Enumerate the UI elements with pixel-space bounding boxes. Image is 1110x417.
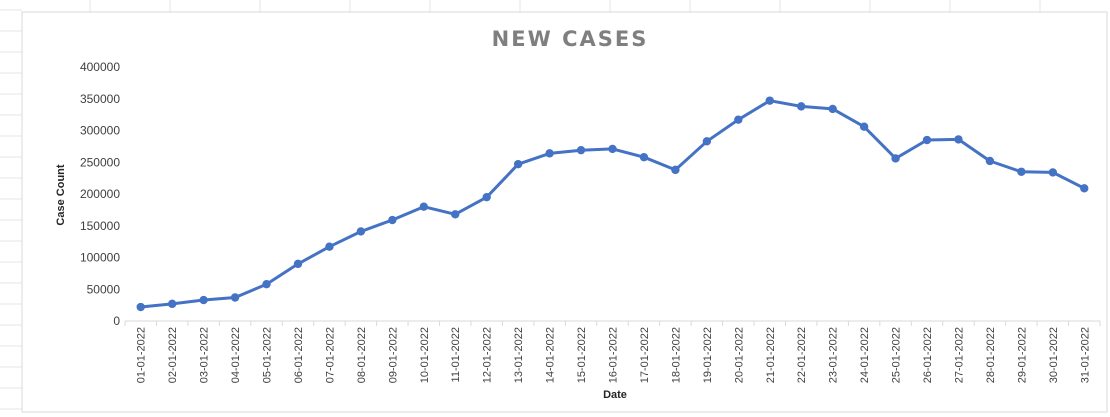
x-tick-label: 28-01-2022	[985, 327, 997, 383]
x-tick-label: 14-01-2022	[545, 327, 557, 383]
x-tick-label: 27-01-2022	[953, 327, 965, 383]
data-point	[639, 152, 649, 162]
y-tick-label: 100000	[80, 251, 120, 265]
x-tick-label: 22-01-2022	[796, 327, 808, 383]
data-point	[765, 96, 774, 105]
x-tick-label: 11-01-2022	[450, 327, 462, 382]
data-point	[199, 295, 208, 305]
x-tick-label: 20-01-2022	[733, 327, 745, 383]
y-axis-ticks: 0 50000 100000 150000 200000 250000 300000 3500…	[80, 60, 120, 328]
data-point	[1048, 168, 1058, 177]
x-tick-label: 01-01-2022	[136, 327, 148, 383]
x-tick-label: 21-01-2022	[765, 327, 777, 383]
x-tick-label: 03-01-2022	[199, 327, 211, 383]
x-tick-label: 07-01-2022	[324, 327, 336, 383]
data-point	[828, 104, 837, 114]
chart-border	[21, 11, 1108, 413]
x-tick-label: 19-01-2022	[702, 327, 714, 383]
x-tick-label: 05-01-2022	[262, 327, 274, 383]
data-point	[545, 149, 554, 158]
chart-title: NEW CASES	[492, 27, 649, 51]
data-point	[608, 144, 617, 154]
x-tick-label: 04-01-2022	[230, 327, 242, 383]
x-tick-label: 10-01-2022	[419, 327, 431, 383]
series-line	[139, 99, 1086, 309]
data-point	[513, 159, 523, 169]
y-tick-label: 200000	[80, 187, 120, 201]
x-tick-label: 13-01-2022	[513, 327, 525, 383]
series-new-cases	[136, 96, 1089, 312]
data-point	[922, 135, 932, 145]
data-point	[954, 135, 963, 144]
x-tick-label: 25-01-2022	[891, 327, 903, 383]
y-tick-label: 400000	[80, 60, 120, 74]
x-tick-label: 06-01-2022	[293, 327, 305, 383]
data-point	[136, 302, 145, 312]
data-point	[230, 293, 240, 302]
x-tick-label: 18-01-2022	[670, 327, 682, 383]
data-point	[451, 210, 460, 219]
x-tick-label: 17-01-2022	[639, 327, 651, 383]
data-point	[419, 202, 428, 211]
y-axis-title: Case Count	[55, 164, 67, 225]
x-axis-ticks: 01-01-2022 02-01-2022 03-01-2022 04-01-2022…	[136, 327, 1092, 383]
x-tick-label: 09-01-2022	[387, 327, 399, 383]
data-point	[356, 227, 366, 236]
data-point	[1017, 167, 1026, 176]
data-point	[671, 165, 680, 175]
y-tick-label: 350000	[80, 92, 120, 106]
x-tick-label: 31-01-2022	[1079, 327, 1091, 383]
y-tick-label: 150000	[80, 219, 120, 233]
x-tick-label: 02-01-2022	[167, 327, 179, 383]
y-tick-label: 300000	[80, 124, 120, 138]
x-tick-label: 15-01-2022	[576, 327, 588, 383]
x-tick-label: 29-01-2022	[1016, 327, 1028, 383]
data-point	[167, 299, 177, 309]
data-point	[985, 156, 995, 166]
data-point	[293, 259, 303, 269]
y-tick-label: 0	[113, 314, 120, 328]
data-point	[797, 102, 806, 111]
data-point	[734, 115, 743, 124]
y-tick-label: 50000	[87, 282, 121, 296]
y-tick-label: 250000	[80, 155, 120, 169]
x-tick-label: 08-01-2022	[356, 327, 368, 383]
x-tick-label: 26-01-2022	[922, 327, 934, 383]
data-point	[891, 154, 900, 163]
x-tick-label: 23-01-2022	[828, 327, 840, 383]
x-tick-label: 24-01-2022	[859, 327, 871, 383]
x-tick-label: 30-01-2022	[1048, 327, 1060, 383]
x-tick-label: 16-01-2022	[608, 327, 620, 383]
data-point	[325, 242, 334, 251]
data-point	[262, 279, 271, 289]
data-point	[482, 192, 491, 202]
data-point	[702, 137, 712, 146]
data-point	[388, 215, 397, 225]
data-point	[1080, 184, 1089, 193]
data-point	[859, 122, 869, 131]
x-axis-title: Date	[603, 389, 627, 401]
x-tick-label: 12-01-2022	[482, 327, 494, 383]
data-point	[576, 145, 586, 155]
x-axis-line	[124, 320, 1101, 326]
